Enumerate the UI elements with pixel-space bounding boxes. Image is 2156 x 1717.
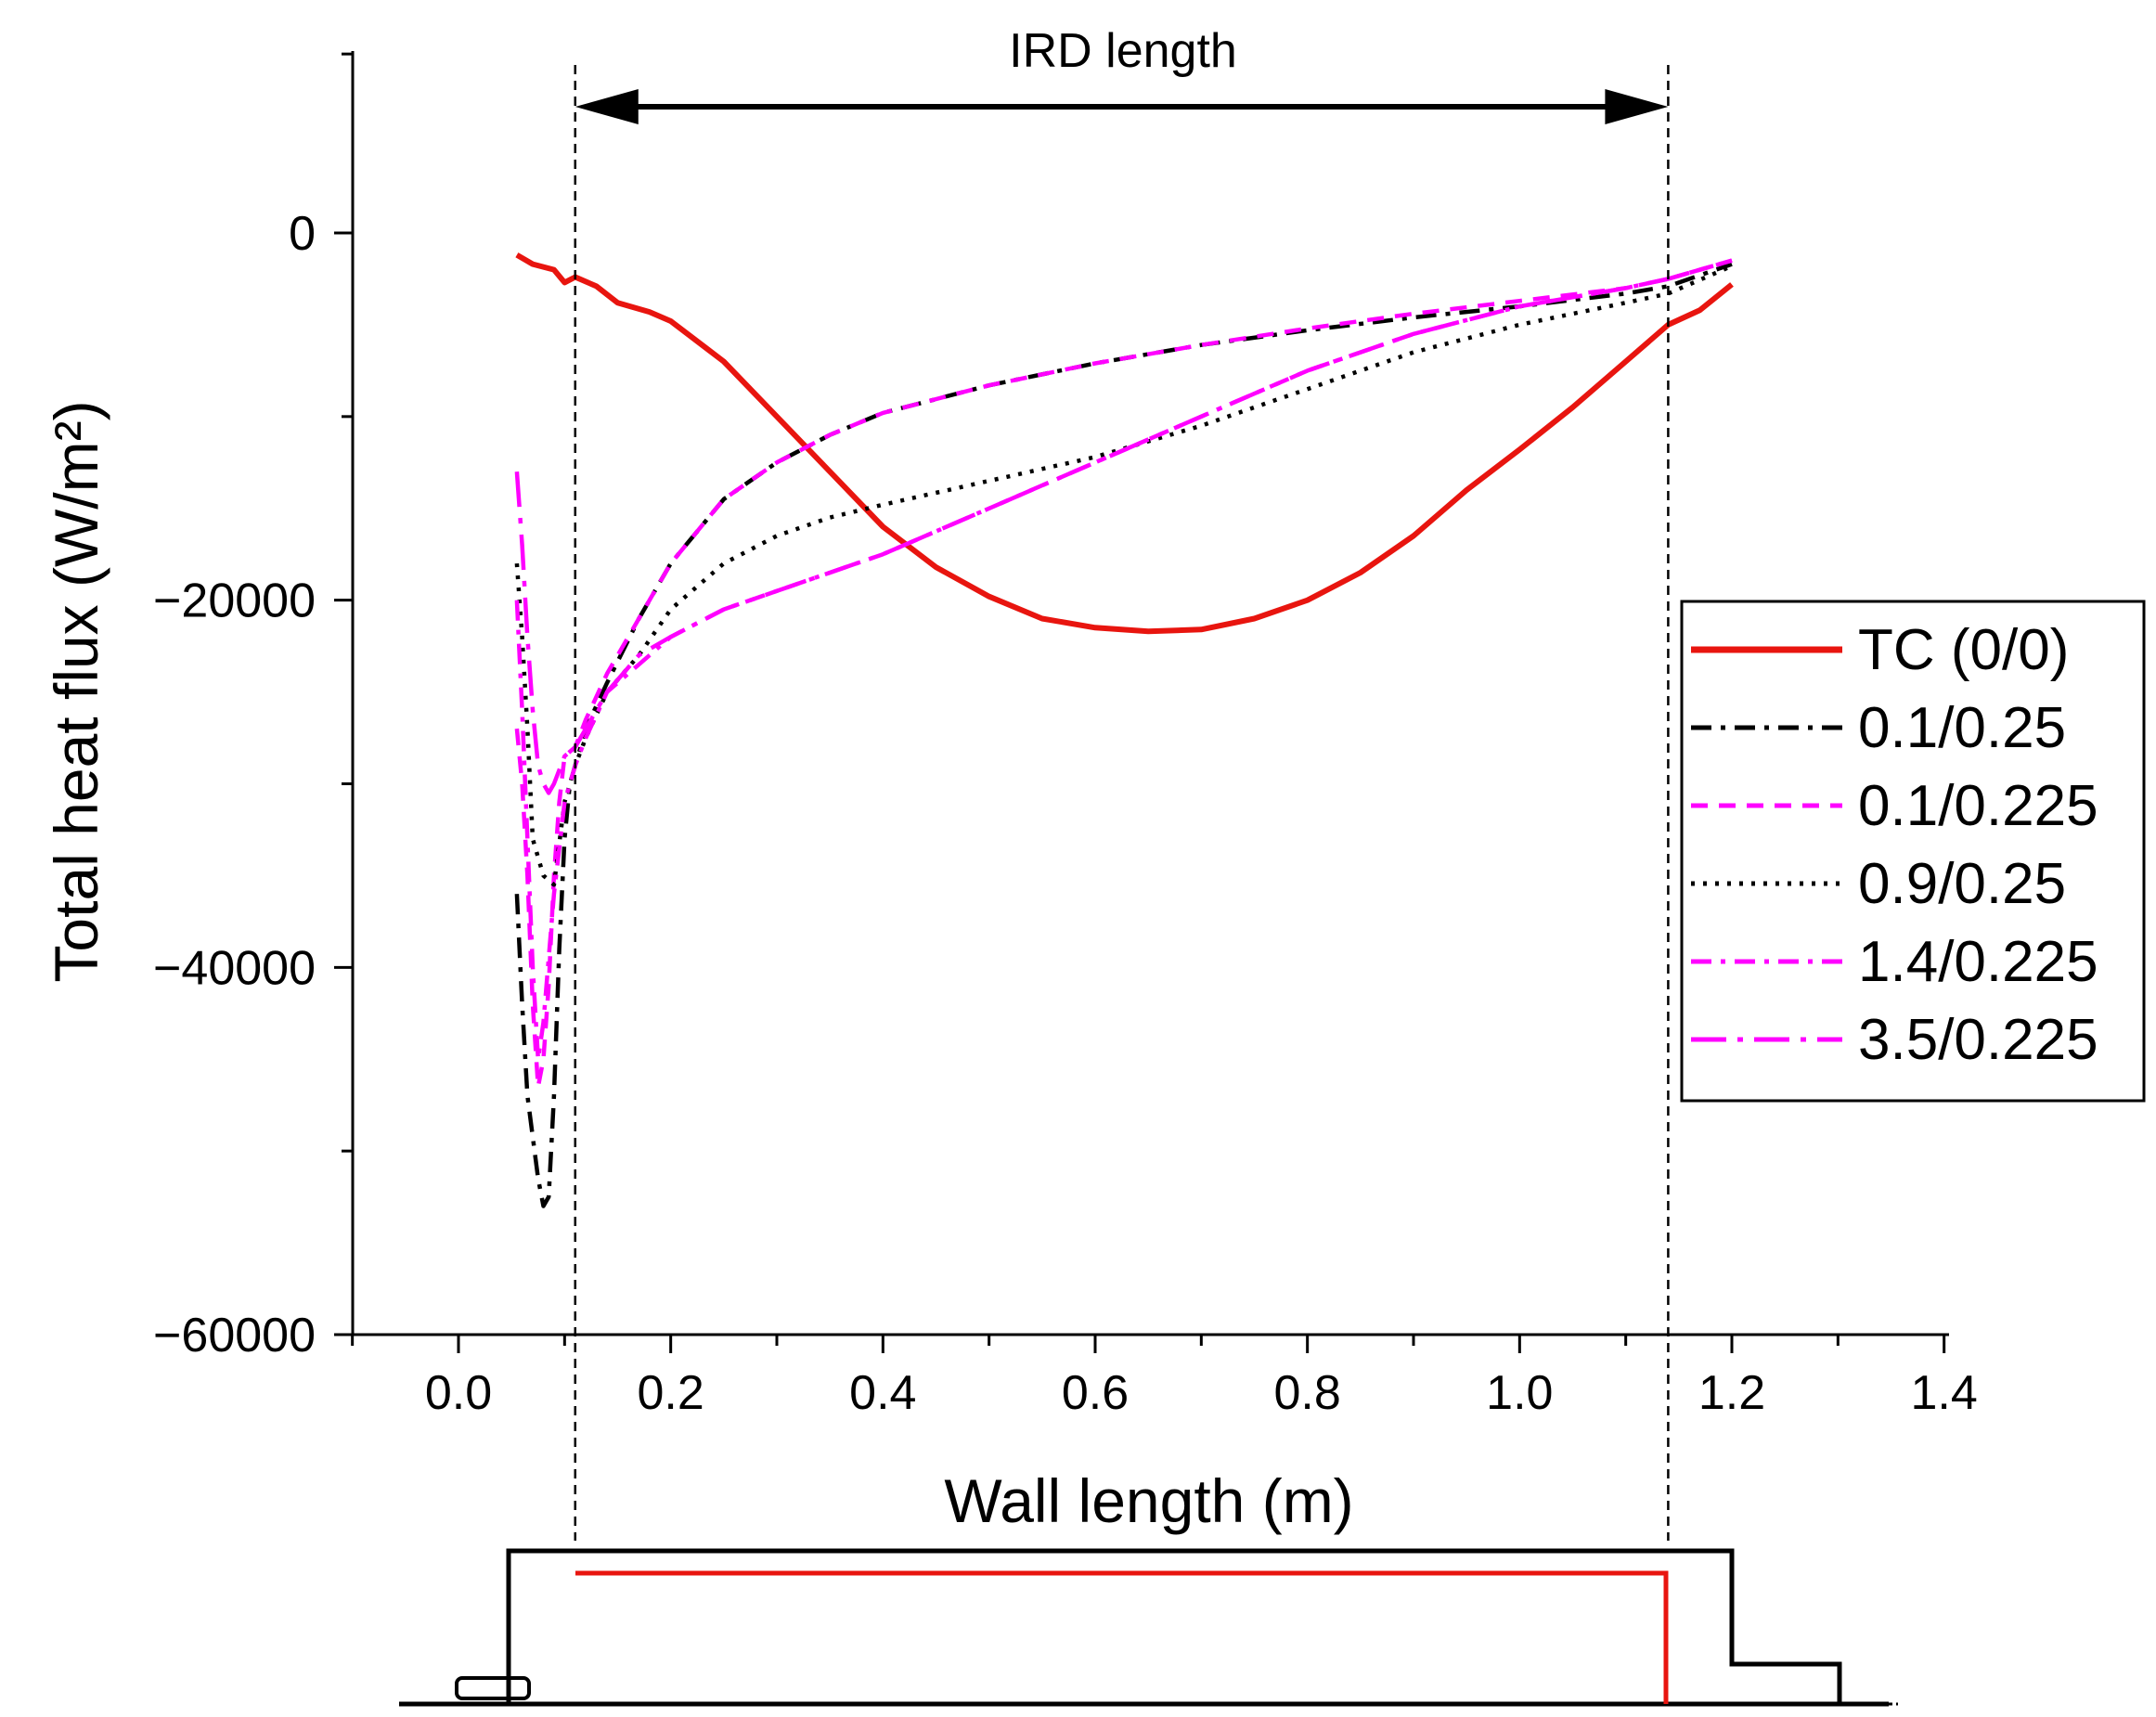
legend-box — [1680, 600, 2146, 1103]
x-axis-title: Wall length (m) — [944, 1466, 1353, 1535]
schematic-ird-panel — [575, 1570, 1669, 1704]
plot-area — [514, 252, 1734, 1208]
legend-label-3: 0.9/0.25 — [1858, 852, 2066, 916]
x-tick-label: 0.8 — [1274, 1366, 1341, 1420]
x-tick-label: 1.2 — [1698, 1366, 1765, 1420]
x-tick-label: 1.0 — [1486, 1366, 1553, 1420]
legend-label-4: 1.4/0.225 — [1858, 930, 2098, 994]
schematic-inlet — [455, 1676, 531, 1700]
ird-length-label: IRD length — [1009, 24, 1237, 78]
legend-label-2: 0.1/0.225 — [1858, 774, 2098, 838]
legend: TC (0/0) 0.1/0.25 0.1/0.225 0.9/0.25 1.4/0.2… — [1680, 600, 2146, 1103]
series-line-2 — [514, 258, 1733, 1090]
x-tick-label: 0.2 — [638, 1366, 704, 1420]
legend-label-1: 0.1/0.25 — [1858, 696, 2066, 760]
x-tick-label: 0.6 — [1062, 1366, 1129, 1420]
y-tick-label: −20000 — [153, 574, 316, 628]
axes: 0.0 0.2 0.4 0.6 0.8 1.0 1.2 1.4 0 −20000 −40000 −60… — [42, 51, 1978, 1535]
series-line-3 — [514, 264, 1733, 887]
x-tick-label: 1.4 — [1911, 1366, 1978, 1420]
legend-label-0: TC (0/0) — [1858, 618, 2069, 682]
x-tick-label: 0.0 — [425, 1366, 492, 1420]
ird-arrow-left-head — [575, 89, 639, 124]
ird-arrow-right-head — [1605, 89, 1669, 124]
y-tick-label: −60000 — [153, 1309, 316, 1362]
legend-label-5: 3.5/0.225 — [1858, 1008, 2098, 1072]
series-line-4 — [514, 258, 1733, 1062]
annotations: IRD length — [574, 24, 1670, 1541]
y-axis-title: Total heat flux (W/m²) — [42, 400, 110, 982]
series-line-1 — [514, 262, 1733, 1208]
geometry-schematic — [399, 1548, 1898, 1707]
y-tick-label: 0 — [289, 207, 316, 261]
series-line-5 — [514, 258, 1733, 795]
y-tick-label: −40000 — [153, 941, 316, 995]
series-line-0 — [515, 252, 1734, 635]
x-tick-label: 0.4 — [849, 1366, 916, 1420]
